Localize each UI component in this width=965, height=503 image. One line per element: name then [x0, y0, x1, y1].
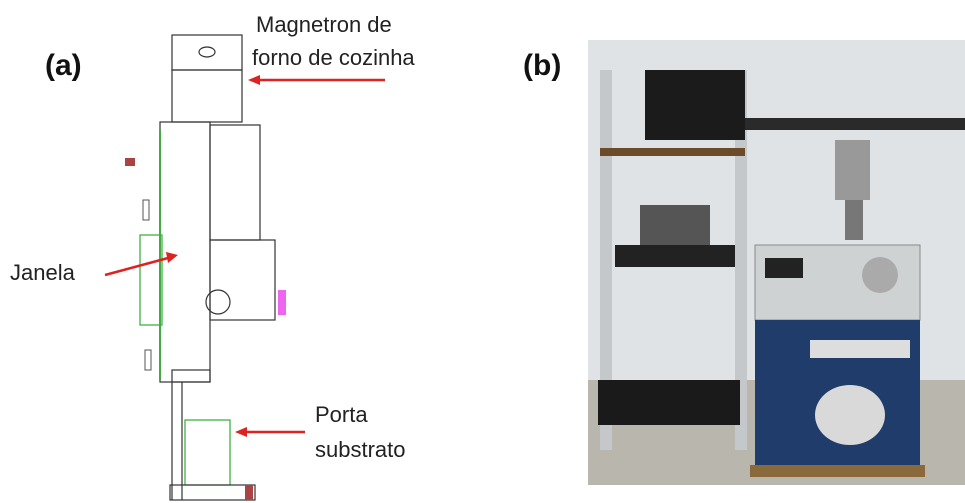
panel-label: (b)	[523, 49, 561, 82]
arrowhead	[235, 427, 247, 437]
annotation: Magnetron de	[256, 12, 392, 37]
schematic-drawing	[125, 34, 286, 501]
annotation: Porta	[315, 402, 368, 427]
arrowhead	[166, 252, 178, 263]
arrowhead	[248, 75, 260, 85]
annotation: substrato	[315, 437, 406, 462]
annotation: Janela	[10, 260, 76, 285]
annotation: forno de cozinha	[252, 45, 415, 70]
photo	[588, 40, 965, 485]
arrow	[104, 256, 169, 277]
panel-label: (a)	[45, 49, 82, 82]
